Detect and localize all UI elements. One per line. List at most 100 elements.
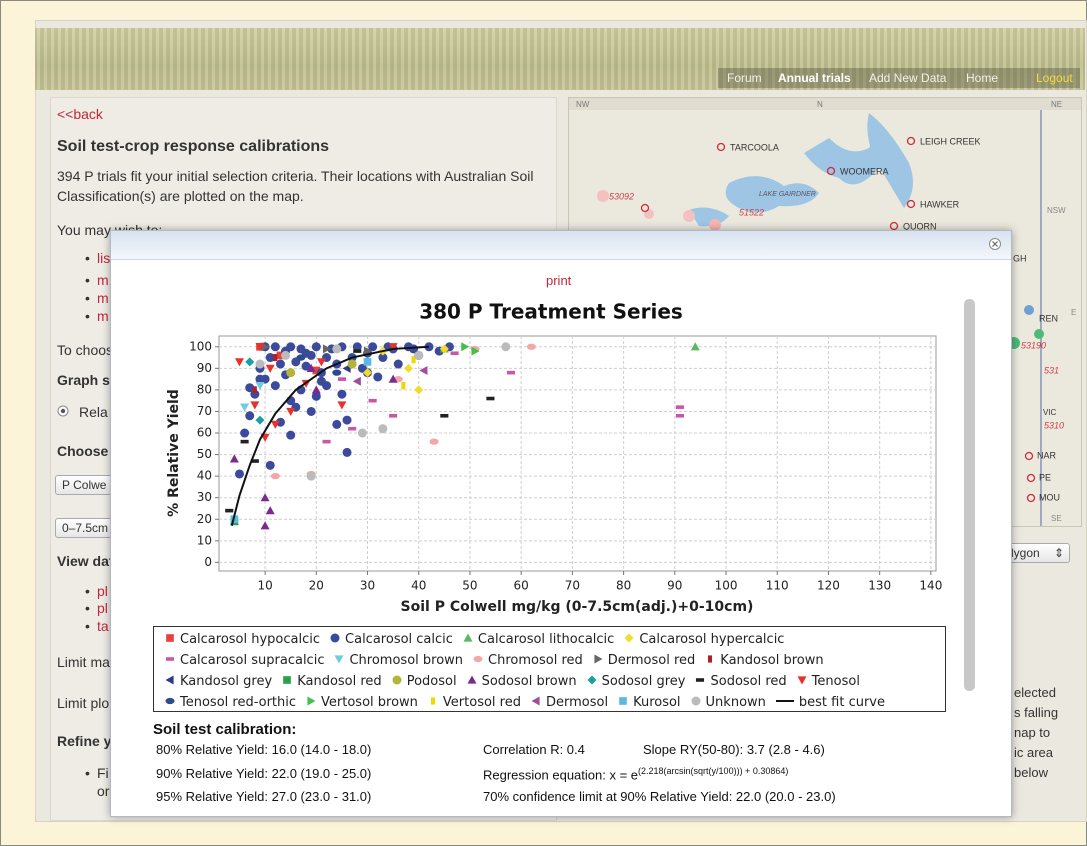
option-link[interactable]: m	[97, 272, 109, 288]
scatter-point	[281, 351, 290, 360]
legend-marker	[530, 695, 542, 707]
scatter-point	[389, 414, 397, 418]
text: below	[1014, 765, 1048, 780]
place-label: WOOMERA	[840, 166, 889, 176]
radio-label: Rela	[79, 404, 108, 420]
scatter-point	[507, 371, 515, 375]
y-tick-label: 90	[197, 361, 212, 375]
nav-link[interactable]: Forum	[727, 71, 762, 85]
x-tick-label: 20	[309, 579, 324, 593]
scatter-point	[373, 372, 382, 381]
legend-label: Kandosol red	[297, 674, 382, 689]
legend-marker	[690, 695, 702, 707]
scatter-point	[286, 342, 295, 351]
legend-item: Vertosol red	[427, 692, 521, 713]
lake	[689, 208, 729, 227]
legend-symbol	[708, 655, 712, 662]
legend-item: Calcarosol calcic	[329, 629, 453, 650]
scatter-point	[323, 440, 331, 444]
text: To choos	[57, 342, 113, 358]
radio[interactable]	[57, 405, 69, 417]
compass: SE	[1051, 514, 1062, 523]
trial-id: 51522	[739, 207, 764, 217]
x-tick-label: 110	[766, 579, 789, 593]
regression-label: Regression equation: x = e	[483, 767, 638, 782]
scatter-point	[401, 382, 405, 389]
y-tick-label: 80	[197, 382, 212, 396]
legend-symbol	[467, 676, 476, 684]
option-link[interactable]: m	[97, 290, 109, 306]
x-tick-label: 80	[616, 579, 631, 593]
legend-item: Kurosol	[617, 692, 680, 713]
close-button[interactable]	[988, 237, 1002, 251]
legend-symbol	[331, 634, 340, 643]
option-link[interactable]: m	[97, 308, 109, 324]
nav-link[interactable]: Logout	[1036, 71, 1073, 85]
place-label: REN	[1039, 313, 1058, 323]
legend-symbol	[392, 676, 401, 685]
legend-symbol	[625, 634, 634, 643]
legend-symbol	[166, 634, 174, 642]
scatter-point	[286, 431, 295, 440]
legend-marker	[164, 674, 176, 686]
place-label: VIC	[1043, 408, 1057, 417]
legend-label: Calcarosol supracalcic	[180, 653, 324, 668]
legend-item: Chromosol red	[472, 650, 583, 671]
nav-link[interactable]: Annual trials	[778, 71, 851, 85]
y-tick-label: 20	[197, 512, 212, 526]
scrollbar[interactable]	[964, 299, 975, 691]
intro: 394 P trials fit your initial selection …	[57, 168, 533, 184]
x-tick-label: 120	[817, 579, 840, 593]
option-link[interactable]: lis	[97, 250, 110, 266]
scatter-point	[271, 473, 280, 479]
compass: N	[817, 100, 823, 109]
legend-marker	[333, 653, 345, 665]
legend-item: Kandosol red	[281, 671, 382, 692]
compass: NE	[1051, 100, 1062, 109]
legend-label: Calcarosol calcic	[345, 632, 453, 647]
x-tick-label: 40	[411, 579, 426, 593]
view-link[interactable]: pl	[97, 583, 108, 599]
scatter-point	[307, 407, 316, 416]
scatter-point	[240, 429, 249, 438]
y-tick-label: 70	[197, 404, 212, 418]
legend-marker	[472, 653, 484, 665]
x-tick-label: 10	[257, 579, 272, 593]
chart-title: 380 P Treatment Series	[419, 300, 683, 324]
legend-label: Tenosol	[812, 674, 860, 689]
nav-link[interactable]: Home	[966, 71, 998, 85]
view-link[interactable]: pl	[97, 600, 108, 616]
scatter-point	[676, 414, 684, 418]
back-link[interactable]: <<back	[57, 106, 103, 122]
legend-item: Dermosol red	[592, 650, 696, 671]
y-tick-label: 40	[197, 469, 212, 483]
scatter-point	[364, 358, 372, 366]
scatter-point	[348, 427, 356, 431]
text: elected	[1014, 685, 1056, 700]
legend-item: Kandosol grey	[164, 671, 272, 692]
legend-label: Kandosol brown	[720, 653, 823, 668]
legend-symbol	[166, 698, 175, 704]
legend-item: Podosol	[391, 671, 457, 692]
legend-marker	[462, 632, 474, 644]
select-text: lygon	[1011, 546, 1040, 560]
section-label: Refine y	[57, 733, 111, 749]
scatter-point	[235, 469, 244, 478]
legend-symbol	[531, 697, 539, 706]
legend-label: Sodosol brown	[482, 674, 577, 689]
compass: E	[1071, 308, 1076, 317]
legend-item: Tenosol red-orthic	[164, 692, 296, 713]
y-tick-label: 50	[197, 447, 212, 461]
view-link[interactable]: ta	[97, 618, 109, 634]
scatter-point	[337, 390, 346, 399]
legend-label: Kurosol	[633, 695, 680, 710]
legend-marker	[623, 632, 635, 644]
scatter-point	[527, 344, 536, 350]
legend-item: Vertosol brown	[305, 692, 418, 713]
x-tick-label: 60	[514, 579, 529, 593]
legend-symbol	[166, 657, 174, 661]
nav-link[interactable]: Add New Data	[869, 71, 946, 85]
legend-item: best fit curve	[775, 692, 885, 713]
x-axis-label: Soil P Colwell mg/kg (0-7.5cm(adj.)+0-10…	[401, 599, 754, 615]
section-label: View dat	[57, 553, 114, 569]
